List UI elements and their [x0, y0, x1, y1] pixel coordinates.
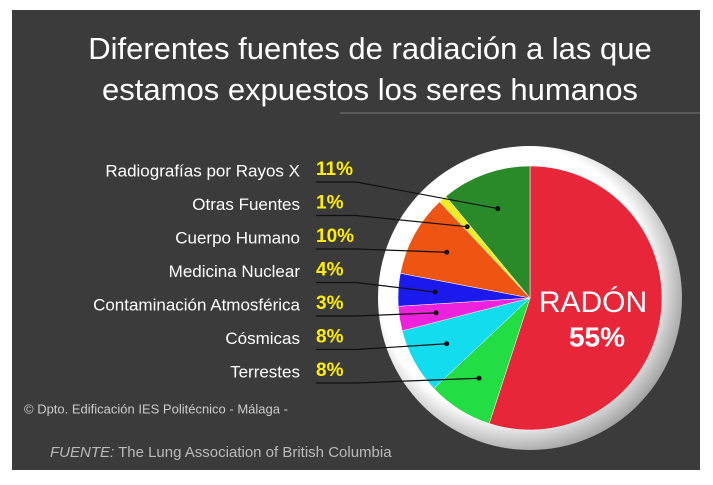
leader-dot	[476, 375, 482, 381]
pie-slice	[488, 165, 663, 431]
leader-dot	[432, 289, 438, 295]
leader-dot	[433, 310, 439, 316]
category-label: Contaminación Atmosférica	[93, 295, 300, 314]
value-label: 1%	[316, 193, 344, 214]
leader-line	[316, 248, 447, 253]
leader-line	[316, 181, 498, 210]
category-label: Otras Fuentes	[192, 195, 300, 214]
category-label: Radiografías por Rayos X	[105, 161, 300, 180]
leader-dot	[444, 249, 450, 255]
leader-dot	[495, 206, 501, 212]
value-label: 4%	[316, 260, 344, 281]
value-label: 8%	[316, 360, 344, 381]
source-text: The Lung Association of British Columbia	[118, 444, 392, 461]
category-label: Medicina Nuclear	[169, 262, 301, 281]
value-label: 8%	[316, 327, 344, 348]
leader-line	[316, 377, 480, 384]
leader-line	[316, 312, 437, 317]
value-label: 10%	[316, 226, 354, 247]
slice-label: RADÓN	[539, 286, 647, 319]
source: FUENTE: The Lung Association of British …	[50, 444, 392, 461]
leader-line	[316, 281, 436, 293]
pie-slice	[400, 201, 531, 299]
category-label: Cósmicas	[225, 329, 300, 348]
slice-value-label: 55%	[569, 321, 625, 352]
credit: © Dpto. Edificación IES Politécnico - Má…	[24, 401, 288, 416]
value-label: 11%	[316, 159, 353, 180]
leader-dot	[464, 224, 470, 230]
value-label: 3%	[316, 293, 344, 314]
source-label: FUENTE:	[50, 444, 114, 461]
leader-dot	[444, 341, 450, 347]
category-label: Terrestes	[230, 362, 300, 381]
leader-line	[316, 343, 447, 351]
pie-slice	[445, 165, 531, 299]
category-label: Cuerpo Humano	[175, 228, 300, 247]
chart-title: Diferentes fuentes de radiación a las qu…	[88, 31, 652, 107]
leader-line	[316, 214, 468, 228]
